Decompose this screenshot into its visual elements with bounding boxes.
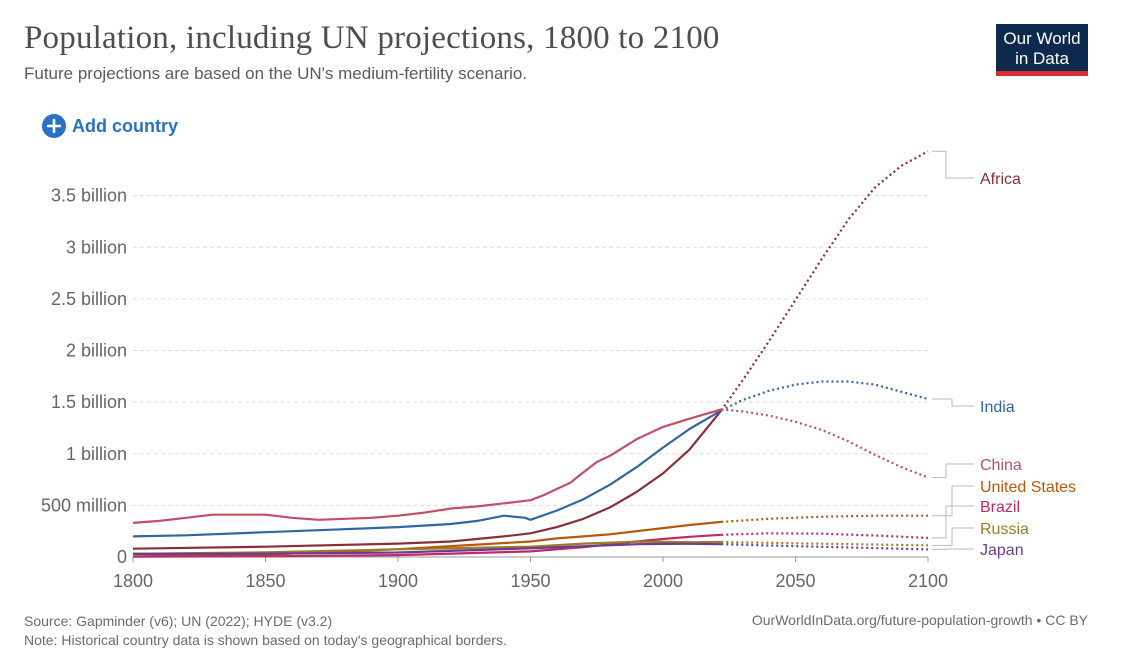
legend-connector-india (932, 398, 974, 407)
series-line-china (132, 408, 722, 524)
legend-label-africa: Africa (980, 171, 1021, 188)
legend-connector-russia (932, 527, 974, 546)
x-tick-label: 1800 (113, 571, 153, 591)
y-tick-label: 1.5 billion (51, 392, 127, 412)
legend-label-united-states: United States (980, 479, 1076, 496)
series-projection-china (721, 408, 929, 479)
x-tick-label: 2050 (775, 571, 815, 591)
legend-label-india: India (980, 399, 1015, 416)
logo-line-1: Our World (1003, 29, 1081, 48)
x-tick-label: 2100 (908, 571, 948, 591)
footer-source-block: Source: Gapminder (v6); UN (2022); HYDE … (24, 612, 507, 650)
owid-logo[interactable]: Our World in Data (996, 24, 1088, 76)
y-tick-label: 3 billion (66, 237, 127, 257)
add-country-label: Add country (72, 115, 178, 136)
legend-label-japan: Japan (980, 542, 1024, 559)
x-tick-label: 1850 (245, 571, 285, 591)
legend-connector-united-states (932, 485, 974, 517)
chart-title: Population, including UN projections, 18… (24, 20, 720, 56)
series-line-africa (132, 409, 723, 550)
y-tick-label: 2.5 billion (51, 289, 127, 309)
x-tick-label: 2000 (643, 571, 683, 591)
series-projection-india (720, 380, 929, 412)
series-line-russia (132, 540, 722, 555)
legend-connector-brazil (932, 505, 974, 539)
legend-label-brazil: Brazil (980, 499, 1020, 516)
legend-label-china: China (980, 457, 1022, 474)
population-line-chart: 0 500 million 1 billion 1.5 billion 2 billio… (41, 150, 1076, 591)
legend-connector-china (932, 463, 974, 478)
series-projection-brazil (721, 532, 929, 539)
add-country-button[interactable]: Add country (42, 114, 178, 138)
y-tick-label: 1 billion (66, 444, 127, 464)
series-projection-africa (720, 150, 929, 412)
chart-subtitle: Future projections are based on the UN's… (24, 64, 528, 83)
y-tick-label: 0 (117, 547, 127, 567)
legend-connector-africa (932, 150, 974, 179)
note-text: Note: Historical country data is shown b… (24, 632, 507, 648)
series-projection-united-states (721, 514, 928, 523)
series-line-japan (132, 542, 722, 555)
legend-label-russia: Russia (980, 521, 1029, 538)
source-text: Source: Gapminder (v6); UN (2022); HYDE … (24, 613, 333, 629)
x-tick-label: 1950 (510, 571, 550, 591)
y-tick-label: 500 million (41, 495, 127, 515)
y-tick-label: 3.5 billion (51, 186, 127, 206)
footer-url[interactable]: OurWorldInData.org/future-population-gro… (751, 612, 1088, 628)
logo-line-2: in Data (1015, 49, 1069, 68)
y-tick-label: 2 billion (66, 341, 127, 361)
series-line-india (132, 409, 722, 538)
x-tick-label: 1900 (378, 571, 418, 591)
plus-circle-icon (42, 114, 66, 138)
